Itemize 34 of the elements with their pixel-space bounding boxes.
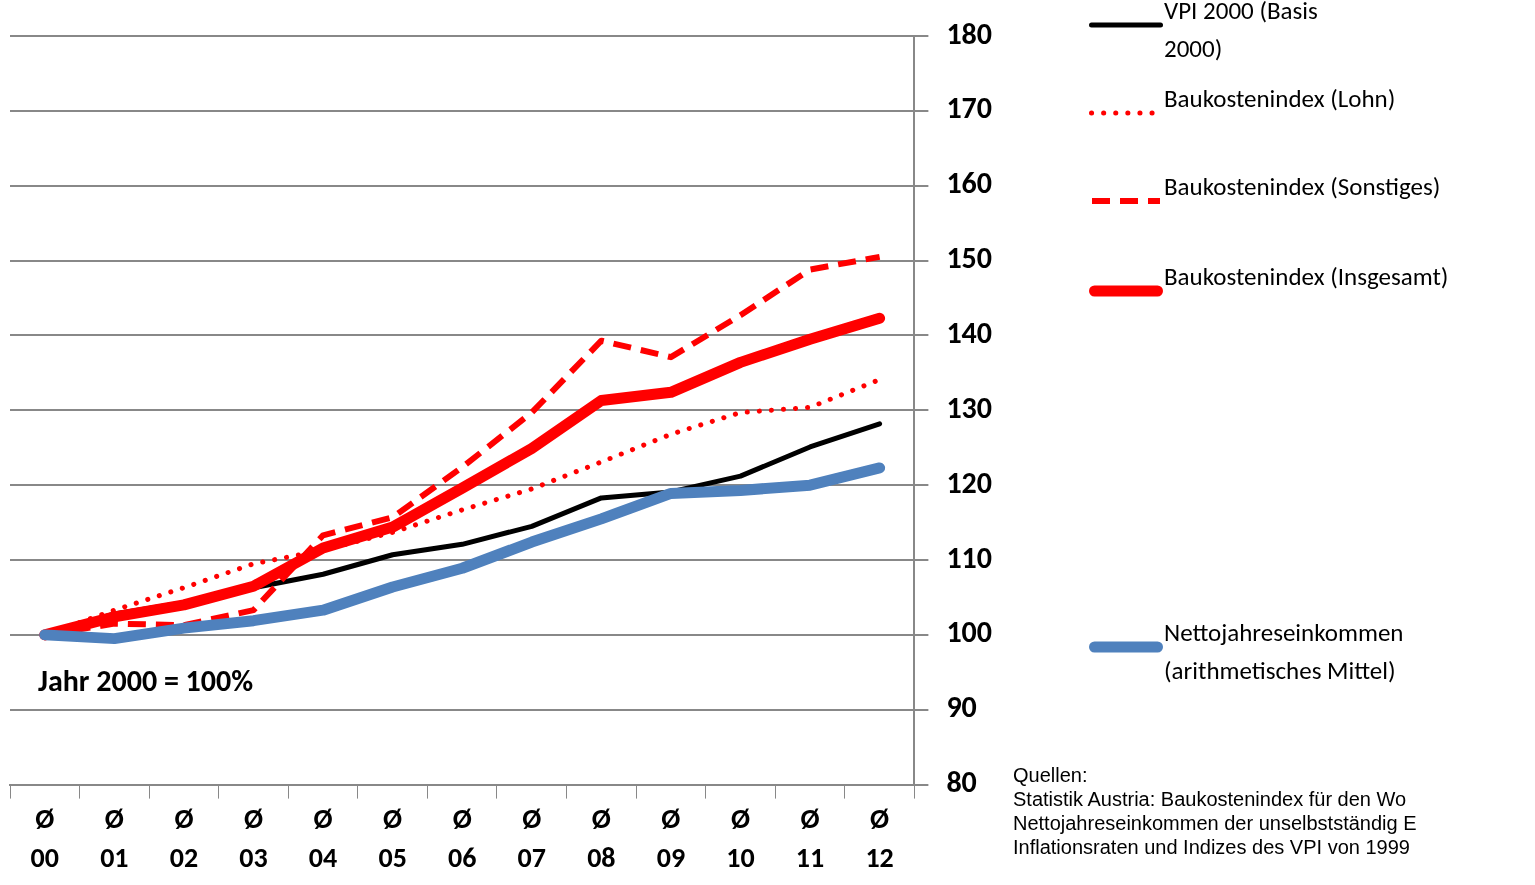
source-note: Quellen: [1013, 763, 1089, 787]
legend-label: Baukostenindex (Insgesamt) [1164, 260, 1449, 294]
y-tick-label: 80 [946, 763, 977, 801]
y-tick-label: 170 [946, 89, 993, 127]
legend-label: Baukostenindex (Lohn) [1164, 82, 1396, 116]
y-tick-label: 140 [946, 313, 993, 351]
y-tick-label: 150 [946, 239, 993, 277]
y-tick-label: 130 [946, 388, 993, 426]
text: Statistik Austria: Baukostenindex für den Wo [1013, 787, 1408, 811]
x-tick-label: Ø 08 [587, 801, 616, 876]
x-tick-label: Ø 00 [30, 801, 59, 876]
legend-label: Nettojahreseinkommen (arithmetisches Mittel) [1164, 616, 1405, 688]
x-tick-label: Ø 05 [378, 801, 407, 876]
x-tick-label: Ø 07 [517, 801, 546, 876]
x-tick-label: Ø 11 [795, 801, 825, 876]
y-tick-label: 180 [946, 14, 993, 52]
x-tick-label: Ø 10 [726, 801, 755, 876]
y-tick-label: 90 [946, 688, 977, 726]
y-tick-label: 100 [946, 613, 993, 651]
text: Nettojahreseinkommen der unselbstständig E [1013, 811, 1417, 835]
x-tick-label: Ø 09 [656, 801, 686, 876]
x-tick-label: Ø 06 [448, 801, 477, 876]
x-tick-label: Ø 03 [239, 801, 268, 876]
x-tick-label: Ø 01 [100, 801, 129, 876]
y-tick-label: 120 [946, 463, 993, 501]
x-tick-label: Ø 12 [865, 801, 894, 876]
legend-label: VPI 2000 (Basis 2000) [1164, 0, 1319, 66]
y-tick-label: 160 [946, 164, 993, 202]
x-tick-label: Ø 04 [308, 801, 338, 876]
y-tick-label: 110 [946, 538, 993, 576]
annotation: Jahr 2000 = 100% [38, 662, 254, 700]
x-tick-label: Ø 02 [169, 801, 199, 876]
legend-label: Baukostenindex (Sonstiges) [1164, 170, 1441, 204]
text: Inflationsraten und Indizes des VPI von 1999 [1013, 835, 1411, 859]
